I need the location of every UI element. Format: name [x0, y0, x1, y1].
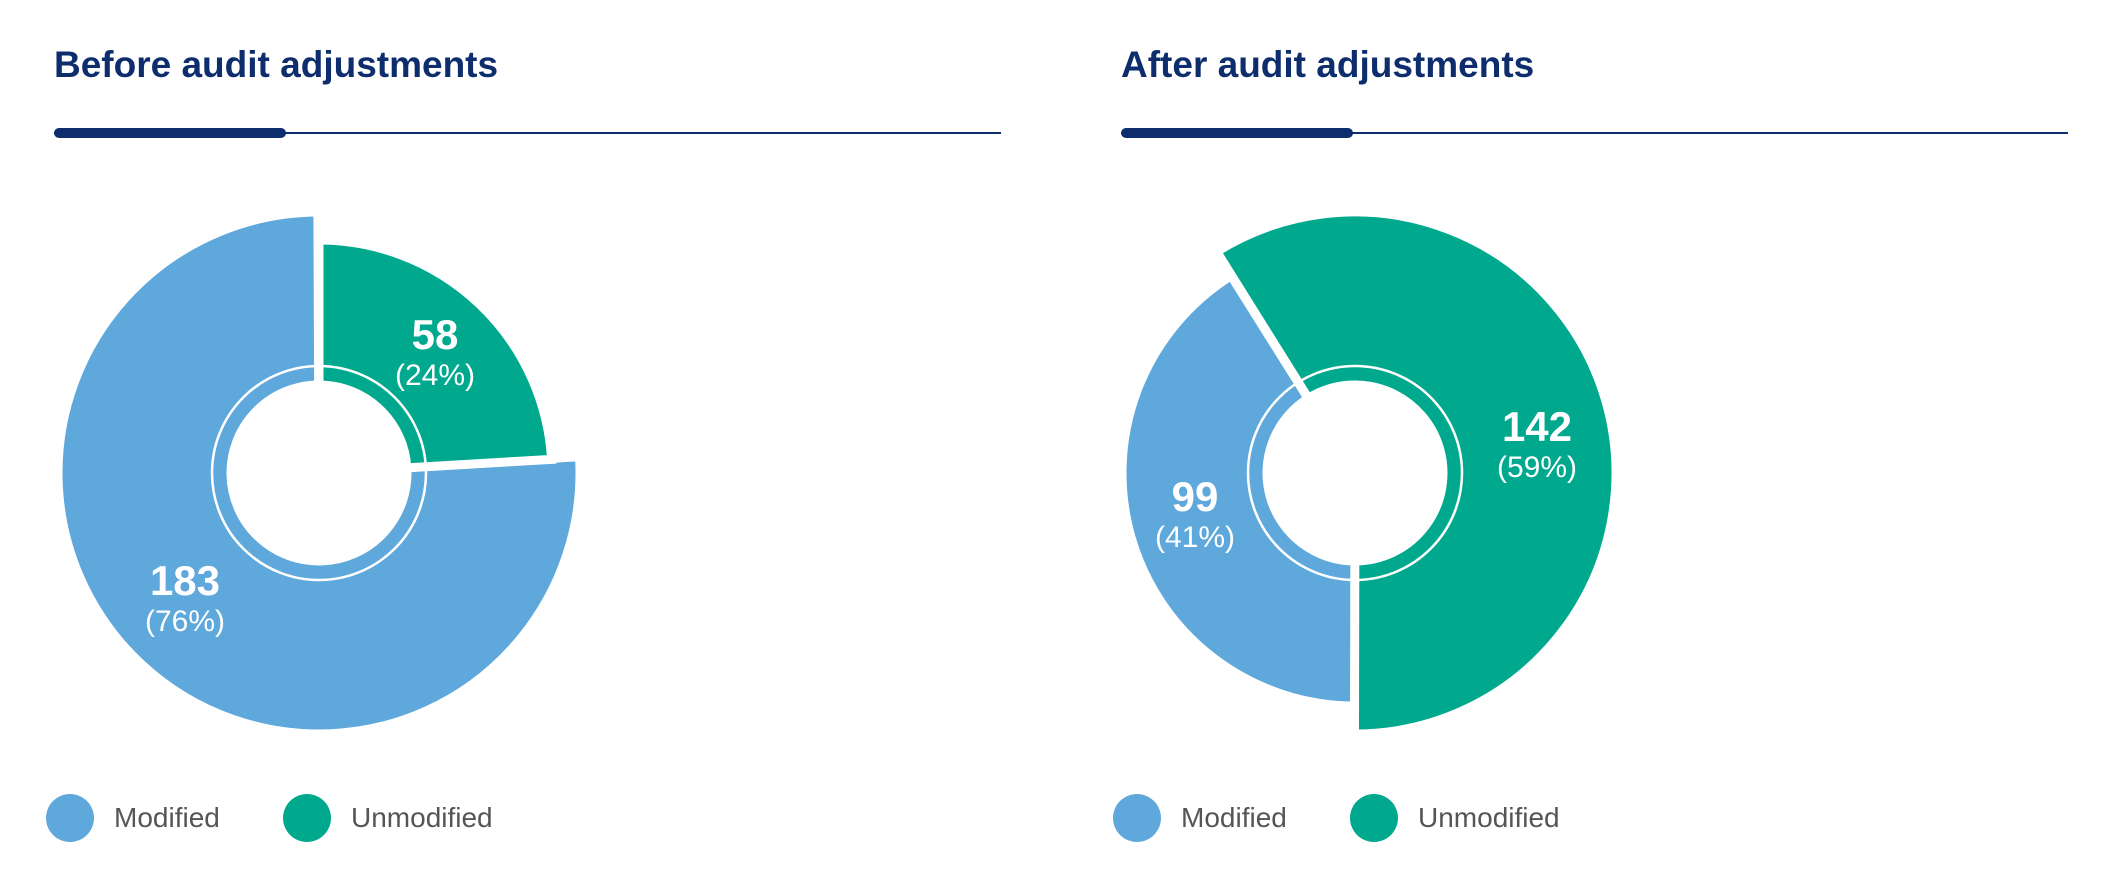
value-label: 58	[411, 311, 459, 358]
legend-swatch-unmodified	[1350, 794, 1398, 842]
inner-ring	[210, 364, 428, 582]
title-divider	[1121, 132, 2068, 134]
chart-title: After audit adjustments	[1121, 44, 1535, 85]
data-label-unmodified: 58 (24%)	[395, 312, 475, 394]
title-divider	[54, 132, 1001, 134]
legend-item-unmodified: Unmodified	[283, 794, 493, 842]
data-label-unmodified: 142 (59%)	[1497, 404, 1577, 486]
legend-label: Unmodified	[351, 802, 493, 833]
title-accent-bar	[54, 128, 286, 138]
percent-label: (76%)	[144, 605, 226, 638]
percent-label: (59%)	[1496, 451, 1578, 484]
chart-after: After audit adjustments 99 (41%) 142 (59…	[1113, 0, 2102, 882]
legend-swatch-unmodified	[283, 794, 331, 842]
data-label-modified: 183 (76%)	[145, 558, 225, 640]
title-accent-bar	[1121, 128, 1353, 138]
legend-swatch-modified	[1113, 794, 1161, 842]
legend-swatch-modified	[46, 794, 94, 842]
inner-ring	[1246, 364, 1464, 582]
chart-title: Before audit adjustments	[54, 44, 499, 85]
data-label-modified: 99 (41%)	[1155, 474, 1235, 556]
donut-segment-unmodified	[314, 235, 557, 473]
legend-label: Modified	[114, 802, 220, 833]
donut-chart	[1121, 207, 1621, 739]
legend-label: Modified	[1181, 802, 1287, 833]
legend-item-modified: Modified	[46, 794, 220, 842]
chart-before: Before audit adjustments 58 (24%) 183 (7…	[46, 0, 1054, 882]
donut-chart	[54, 207, 585, 739]
value-label: 183	[149, 557, 221, 604]
legend-item-unmodified: Unmodified	[1350, 794, 1560, 842]
percent-label: (24%)	[394, 359, 476, 392]
legend-label: Unmodified	[1418, 802, 1560, 833]
donut-segment-unmodified	[1210, 207, 1621, 739]
value-label: 99	[1171, 473, 1219, 520]
value-label: 142	[1501, 403, 1573, 450]
legend-item-modified: Modified	[1113, 794, 1287, 842]
percent-label: (41%)	[1154, 521, 1236, 554]
donut-segment-modified	[54, 207, 585, 739]
